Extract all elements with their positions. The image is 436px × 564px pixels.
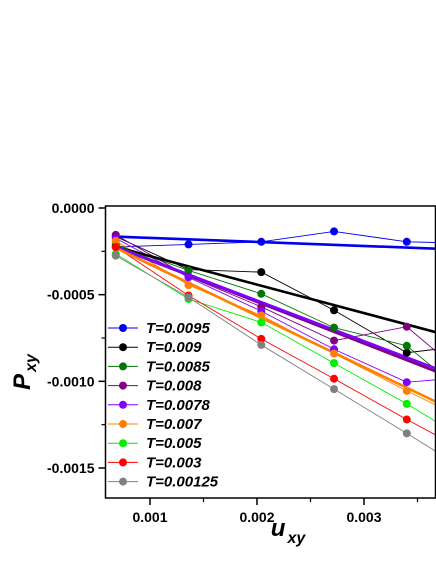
data-point [257,311,266,320]
x-axis-title-sub: xy [286,530,306,547]
legend-marker [119,477,127,486]
data-point [111,243,120,251]
legend-marker [119,439,127,448]
data-point [402,322,411,331]
data-point [402,341,411,350]
fit-line [115,245,436,370]
data-point [330,385,339,394]
data-point [330,323,339,332]
data-point [184,293,193,302]
x-tick-label: 0.003 [346,509,381,525]
data-point [402,237,411,246]
y-tick-label: -0.0005 [47,287,95,303]
legend-marker [119,324,127,332]
fit-line [115,235,436,250]
series-line [115,246,436,436]
fit-line [115,246,436,404]
data-point [402,348,411,357]
data-point [402,386,411,395]
legend-label: T=0.003 [146,454,202,471]
legend-label: T=0.00125 [146,474,219,491]
series-line [115,243,436,371]
y-tick-label: -0.0015 [47,460,95,476]
data-point [402,415,411,424]
data-point [257,340,266,349]
data-point [111,251,120,260]
legend-label: T=0.008 [146,378,202,395]
legend-label: T=0.009 [146,339,202,356]
data-point [257,289,266,298]
data-point [330,349,339,358]
fit-line [115,245,436,334]
series-line [115,255,436,452]
data-point [257,318,266,327]
y-tick-label: 0.0000 [52,200,95,216]
y-axis-title-sub: xy [23,353,40,373]
legend-marker [119,362,127,371]
data-point [402,429,411,438]
data-point [257,334,266,343]
data-point [402,399,411,408]
legend-marker [119,381,127,390]
data-point [184,281,193,290]
data-point [330,306,339,315]
legend-marker [119,420,127,428]
y-axis-title: Pxy [9,353,40,390]
data-point [257,268,266,277]
x-tick-label: 0.002 [239,509,274,525]
legend-marker [119,343,127,352]
data-point [330,336,339,345]
data-point [330,359,339,368]
data-point [402,378,411,387]
legend-marker [119,458,127,467]
y-tick-label: -0.0010 [47,373,95,389]
data-point [184,240,193,249]
data-point [330,374,339,383]
legend-label: T=0.0095 [146,320,210,337]
x-axis-title: u xy [271,515,307,547]
data-point [184,266,193,275]
data-point [330,227,339,236]
y-axis-title-main: P [9,373,36,390]
legend-label: T=0.005 [146,435,202,452]
series-line [115,230,436,248]
x-axis-title-main: u [271,515,286,542]
legend-label: T=0.007 [146,416,202,433]
legend-label: T=0.0085 [146,358,210,375]
series-line [115,253,436,423]
data-point [111,236,120,245]
legend-marker [119,400,127,409]
legend-label: T=0.0078 [146,397,210,414]
data-point [184,273,193,282]
x-tick-label: 0.001 [132,509,167,525]
data-point [257,237,266,246]
